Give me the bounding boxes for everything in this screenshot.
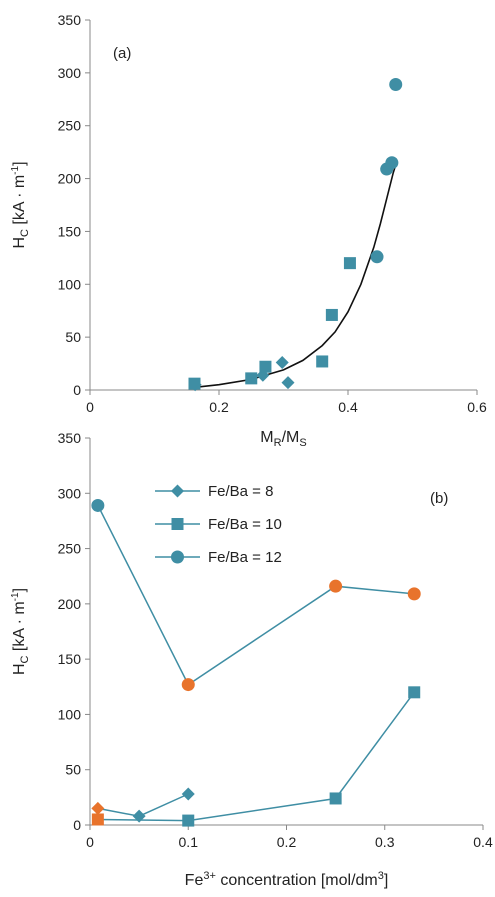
legend: Fe/Ba = 8 Fe/Ba = 10 Fe/Ba = 12 — [155, 483, 282, 566]
x-axis-label: Fe3+ concentration [mol/dm3] — [185, 870, 389, 889]
y-tick-label: 100 — [58, 706, 82, 722]
x-axis-label-sub: S — [299, 437, 306, 449]
y-axis-label-sup: -1 — [10, 165, 21, 174]
legend-diamond-marker — [171, 484, 184, 498]
square-point — [343, 257, 356, 270]
legend-square-marker — [171, 518, 184, 530]
x-axis-label-sup: 3 — [378, 870, 384, 882]
y-axis-label: HC [kA · m-1] — [10, 588, 31, 675]
legend-label: Fe/Ba = 8 — [208, 483, 273, 500]
x-axis-label-mid: /M — [282, 429, 300, 446]
diamond-point — [181, 787, 195, 801]
y-tick-label: 150 — [58, 651, 82, 667]
diamond-point — [132, 809, 146, 823]
panel-label: (b) — [430, 490, 448, 507]
x-tick-label: 0.4 — [473, 834, 493, 850]
x-axis-label-sub: R — [274, 437, 282, 449]
x-axis-label-main: M — [260, 429, 273, 446]
x-tick-label: 0.3 — [375, 834, 395, 850]
x-tick-label: 0.1 — [179, 834, 199, 850]
y-tick-label: 0 — [73, 817, 81, 833]
y-axis-label-main: H — [11, 237, 28, 249]
y-tick-label: 0 — [73, 382, 81, 398]
circle-point — [389, 77, 403, 91]
x-tick-label: 0 — [86, 834, 94, 850]
square-point — [91, 813, 104, 826]
circle-point — [181, 678, 195, 692]
series-line — [97, 505, 415, 686]
x-axis-label-pre: Fe — [185, 872, 204, 889]
x-tick-label: 0.6 — [467, 399, 487, 415]
x-tick-label: 0.2 — [209, 399, 229, 415]
x-tick-label: 0.2 — [277, 834, 297, 850]
square-point — [316, 355, 329, 368]
diamond-point — [275, 356, 289, 370]
square-point — [245, 372, 258, 385]
x-tick-label: 0 — [86, 399, 94, 415]
circle-point — [385, 156, 399, 170]
x-axis-label-post: concentration [mol/dm — [216, 872, 378, 889]
series-line — [97, 691, 415, 822]
y-axis-label-end: ] — [11, 588, 28, 592]
x-axis-label-sup: 3+ — [203, 870, 216, 882]
y-axis-label-sup: -1 — [10, 592, 21, 601]
legend-label: Fe/Ba = 12 — [208, 549, 282, 566]
y-tick-label: 200 — [58, 596, 82, 612]
square-point — [259, 360, 272, 373]
series-line — [97, 793, 189, 817]
x-tick-label: 0.4 — [338, 399, 358, 415]
y-axis-label: HC [kA · m-1] — [10, 161, 31, 248]
circle-point — [370, 250, 384, 264]
y-tick-label: 50 — [65, 329, 81, 345]
fit-curve — [199, 162, 398, 388]
circle-point — [329, 579, 343, 593]
y-tick-label: 250 — [58, 118, 82, 134]
y-axis-label-sub: C — [19, 655, 31, 663]
y-tick-label: 100 — [58, 276, 82, 292]
square-point — [182, 814, 195, 827]
x-axis-label: MR/MS — [260, 429, 306, 449]
y-tick-label: 300 — [58, 485, 82, 501]
diamond-point — [91, 801, 105, 815]
y-tick-label: 350 — [58, 12, 82, 28]
y-tick-label: 150 — [58, 223, 82, 239]
y-axis-label-sub: C — [19, 229, 31, 237]
y-axis-label-end: ] — [11, 161, 28, 165]
circle-point — [91, 498, 105, 512]
square-point — [325, 308, 338, 321]
y-axis-label-main: H — [11, 663, 28, 675]
diamond-point — [281, 376, 295, 390]
square-point — [188, 377, 201, 390]
legend-label: Fe/Ba = 10 — [208, 516, 282, 533]
y-tick-label: 350 — [58, 430, 82, 446]
square-point — [408, 686, 421, 699]
legend-circle-marker — [171, 550, 184, 564]
circle-point — [407, 587, 421, 601]
y-tick-label: 50 — [65, 762, 81, 778]
chart-panel-b: 0 50 100 150 200 250 300 350 0 0.1 0.2 0.3 0.4 HC [kA… — [10, 430, 493, 889]
y-tick-label: 200 — [58, 171, 82, 187]
panel-label: (a) — [113, 45, 131, 62]
y-axis-label-unit: [kA · m — [11, 175, 28, 229]
y-axis-label-unit: [kA · m — [11, 601, 28, 655]
y-tick-label: 300 — [58, 65, 82, 81]
square-point — [329, 792, 342, 805]
x-axis-label-end: ] — [384, 872, 388, 889]
y-tick-label: 250 — [58, 541, 82, 557]
